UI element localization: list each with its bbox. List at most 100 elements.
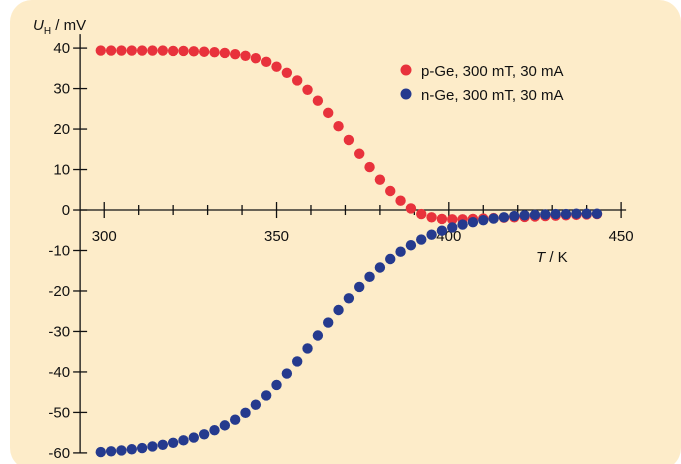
data-point: [509, 210, 520, 222]
data-point: [395, 195, 406, 206]
data-point: [105, 446, 117, 457]
data-point: [395, 246, 406, 257]
data-point: [116, 445, 127, 456]
data-point: [291, 356, 303, 367]
data-point: [209, 46, 220, 58]
data-point: [354, 281, 365, 293]
data-point: [478, 214, 489, 226]
data-point: [167, 45, 179, 57]
data-point: [240, 407, 251, 419]
data-point: [385, 253, 396, 265]
x-axis-label: T / K: [536, 249, 568, 266]
data-point: [467, 216, 479, 228]
data-point: [136, 45, 148, 56]
data-point: [374, 174, 386, 185]
y-axis-label-variable: U: [33, 17, 44, 34]
data-point: [550, 208, 561, 220]
data-point: [271, 379, 282, 391]
data-point: [291, 75, 303, 86]
y-tick-label: -10: [48, 243, 70, 260]
data-point: [457, 219, 468, 230]
data-point: [281, 67, 293, 78]
data-point: [436, 225, 448, 236]
legend-marker-p-ge: [400, 64, 412, 76]
data-point: [333, 304, 344, 316]
data-point: [447, 222, 458, 233]
data-point: [209, 425, 220, 436]
data-point: [229, 414, 241, 425]
data-point: [178, 435, 189, 446]
data-point: [405, 203, 417, 214]
y-tick-label: 10: [53, 162, 70, 179]
data-point: [136, 442, 148, 454]
data-point: [426, 212, 437, 223]
data-point: [312, 330, 324, 341]
data-point: [540, 209, 551, 220]
data-point: [250, 53, 262, 64]
data-point: [323, 107, 334, 119]
data-point: [416, 234, 427, 245]
data-point: [385, 185, 396, 197]
x-axis-label-unit: / K: [545, 249, 568, 266]
data-point: [405, 240, 417, 251]
data-point: [302, 343, 313, 354]
data-point: [364, 271, 375, 283]
legend-label-p-ge: p-Ge, 300 mT, 30 mA: [421, 63, 564, 80]
y-tick-label: 30: [53, 81, 70, 98]
series-n-ge: [95, 208, 603, 458]
y-tick-label: -30: [48, 323, 70, 340]
data-point: [498, 212, 510, 223]
y-tick-label: -50: [48, 404, 70, 421]
chart-background: [10, 0, 681, 464]
data-point: [343, 134, 355, 146]
legend-marker-n-ge: [400, 88, 412, 100]
data-point: [95, 446, 106, 458]
data-point: [374, 262, 386, 273]
y-tick-label: 40: [53, 40, 70, 57]
data-point: [436, 213, 448, 225]
data-point: [157, 45, 169, 56]
data-point: [581, 208, 592, 219]
y-axis-label-subscript: H: [44, 26, 51, 37]
data-point: [271, 61, 282, 72]
data-point: [281, 368, 293, 379]
data-point: [260, 390, 272, 401]
data-point: [323, 317, 334, 328]
data-point: [188, 432, 200, 443]
y-tick-label: -20: [48, 283, 70, 300]
data-point: [219, 420, 231, 431]
y-axis-label-unit: / mV: [51, 17, 86, 34]
data-point: [105, 45, 117, 56]
legend-label-n-ge: n-Ge, 300 mT, 30 mA: [421, 87, 564, 104]
y-tick-label: 20: [53, 121, 70, 138]
data-point: [447, 214, 458, 225]
data-point: [147, 45, 158, 56]
data-point: [95, 45, 106, 56]
data-point: [147, 441, 158, 452]
data-series: [95, 45, 603, 458]
data-point: [560, 208, 572, 220]
data-point: [198, 46, 210, 57]
data-point: [343, 293, 355, 304]
x-tick-label: 450: [609, 228, 634, 245]
x-tick-label: 300: [92, 228, 117, 245]
data-point: [178, 45, 189, 57]
data-point: [571, 208, 582, 219]
x-axis-label-variable: T: [536, 249, 547, 266]
data-point: [260, 56, 272, 68]
data-point: [188, 46, 200, 57]
data-point: [426, 229, 437, 240]
data-point: [157, 439, 169, 451]
x-tick-label: 350: [264, 228, 289, 245]
data-point: [198, 429, 210, 440]
data-point: [167, 437, 179, 448]
y-tick-label: -40: [48, 364, 70, 381]
y-tick-label: -60: [48, 445, 70, 462]
legend: p-Ge, 300 mT, 30 mA n-Ge, 300 mT, 30 mA: [400, 63, 564, 104]
data-point: [250, 399, 262, 410]
data-point: [126, 444, 137, 455]
data-point: [488, 213, 499, 224]
data-point: [364, 161, 375, 173]
